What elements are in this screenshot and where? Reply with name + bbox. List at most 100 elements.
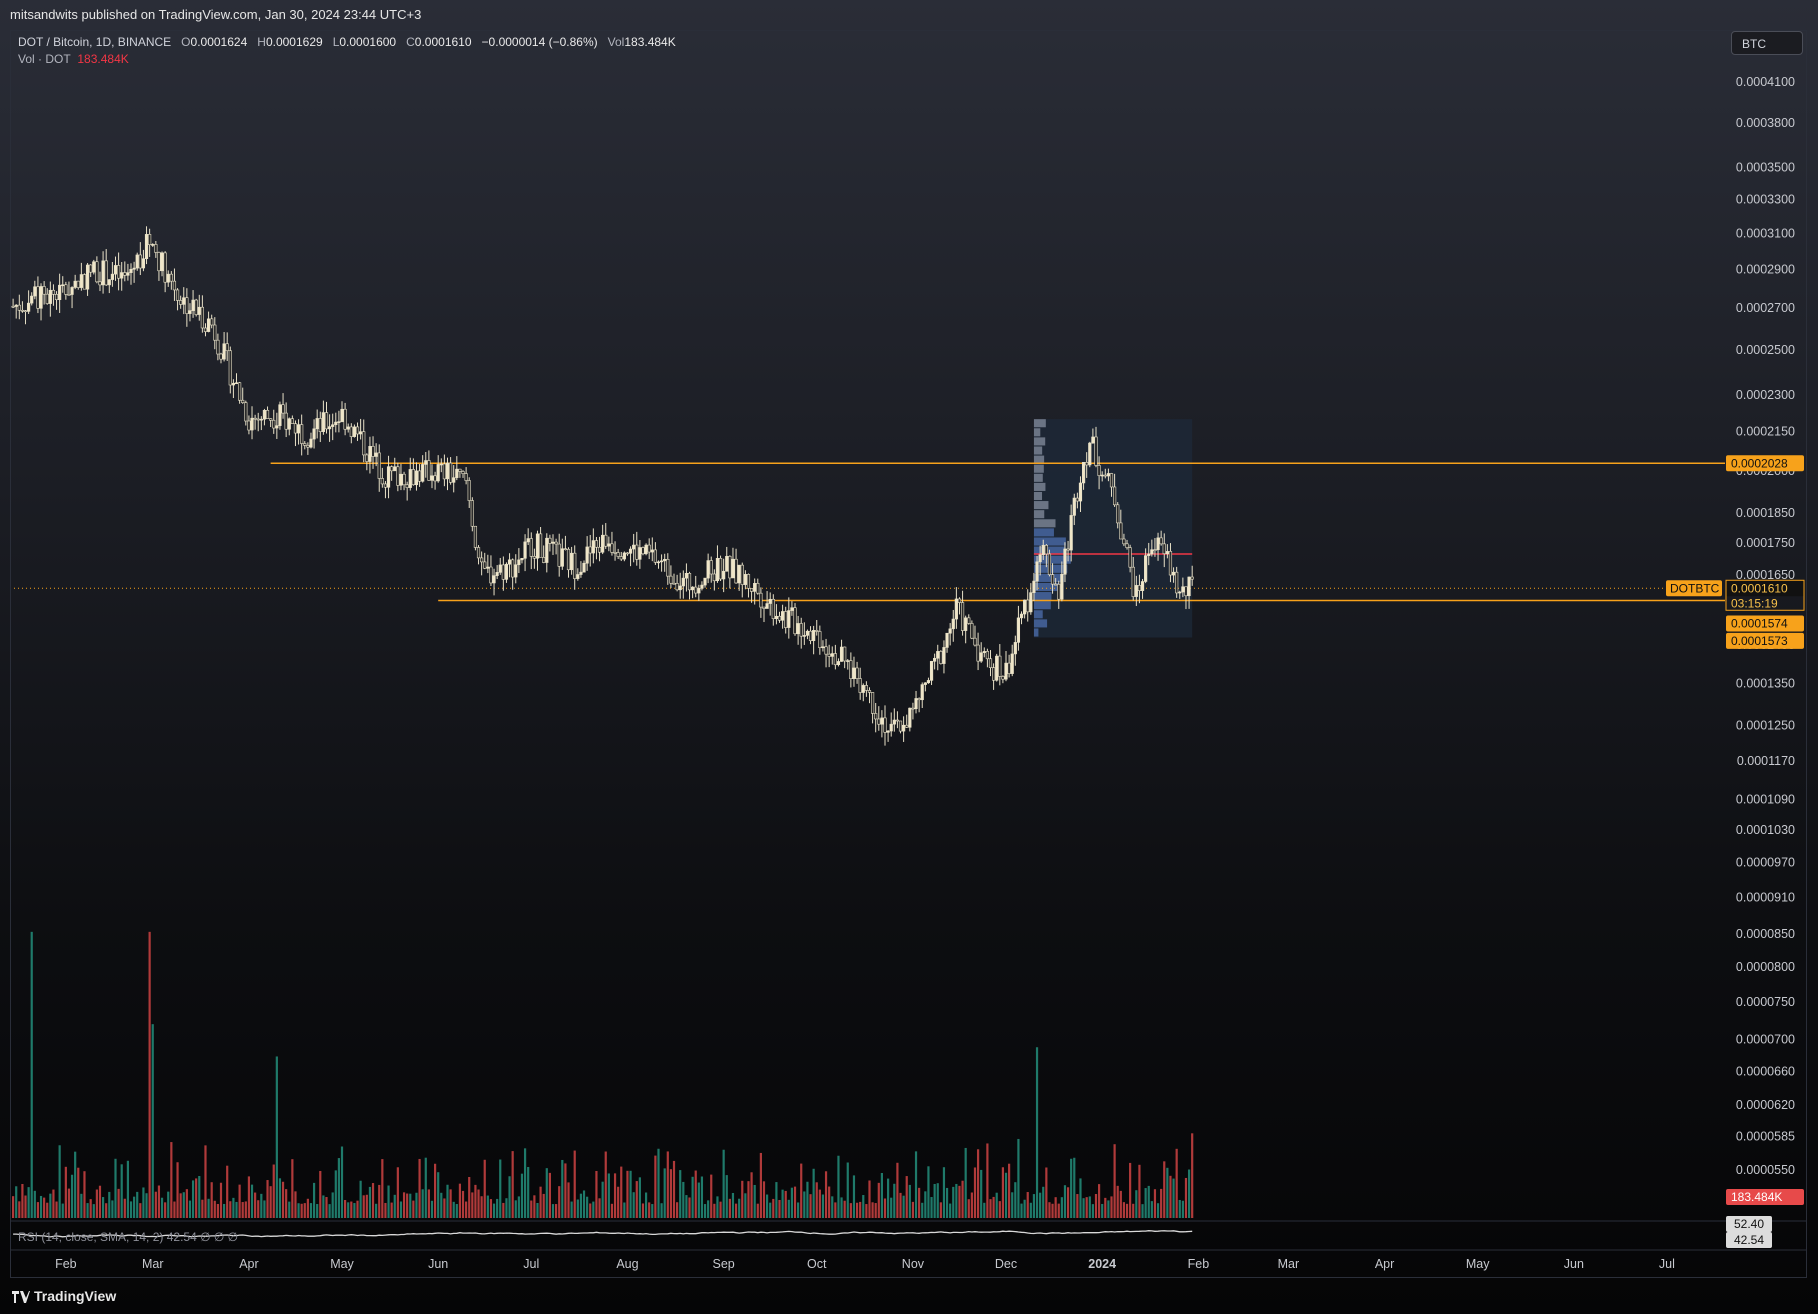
volume-label: Vol — [607, 35, 625, 49]
volume-bar — [1051, 1203, 1054, 1218]
volume-profile-bar — [1033, 419, 1046, 428]
change-value: −0.0000014 (−0.86%) — [481, 35, 598, 49]
volume-bar — [393, 1194, 396, 1218]
candle-body — [874, 713, 878, 720]
candle-body — [399, 473, 403, 486]
volume-bar — [741, 1180, 744, 1218]
volume-bar — [1181, 1200, 1184, 1218]
candle-body — [619, 556, 623, 560]
volume-legend: Vol · DOT 183.484K — [18, 52, 129, 66]
candle-body — [843, 646, 847, 662]
candle-body — [1168, 551, 1173, 576]
rsi-legend: RSI (14, close, SMA, 14, 2) 42.54 ∅ ∅ ∅ — [18, 1230, 238, 1244]
candle-body — [1125, 543, 1129, 548]
tradingview-logo[interactable]: TradingView — [12, 1288, 116, 1304]
volume-bar — [1116, 1185, 1119, 1218]
candle-body — [272, 419, 276, 429]
volume-bar — [576, 1199, 579, 1218]
volume-bar — [859, 1201, 862, 1218]
candle-body — [597, 546, 602, 553]
volume-bar — [548, 1172, 551, 1218]
rsi-label[interactable]: RSI (14, close, SMA, 14, 2) — [18, 1230, 164, 1244]
volume-profile-bar — [1033, 482, 1046, 491]
volume-bar — [663, 1168, 666, 1218]
price-tick-label: 0.0001750 — [1736, 536, 1795, 550]
symbol-title[interactable]: DOT / Bitcoin, 1D, BINANCE — [18, 35, 172, 49]
support-price-tag-1: 0.0001574 — [1726, 615, 1804, 632]
candle-body — [861, 685, 865, 693]
candle-body — [591, 540, 595, 554]
volume-bar — [1178, 1199, 1181, 1218]
support-price-tag-1-bg — [1726, 615, 1804, 632]
volume-bar — [1144, 1188, 1147, 1218]
candle-body — [1178, 591, 1182, 594]
volume-bar — [1045, 1167, 1048, 1218]
volume-bar — [976, 1149, 980, 1218]
candle-body — [855, 667, 859, 679]
volume-bar — [738, 1198, 741, 1218]
volume-bar — [644, 1192, 648, 1218]
volume-bar — [1020, 1203, 1023, 1218]
candle-body — [625, 552, 630, 555]
candle-body — [700, 584, 704, 589]
rsi-line — [13, 1230, 1193, 1238]
candle-body — [957, 598, 962, 603]
volume-bar — [496, 1198, 499, 1218]
volume-bar — [812, 1168, 815, 1218]
candle-body — [492, 575, 496, 584]
volume-bar — [744, 1193, 747, 1218]
volume-bar — [359, 1180, 362, 1218]
price-tick-label: 0.0001350 — [1736, 677, 1795, 691]
volume-bar — [89, 1199, 92, 1218]
currency-button[interactable]: BTC — [1731, 31, 1803, 55]
volume-bar — [191, 1180, 195, 1218]
volume-bar — [303, 1203, 306, 1218]
candle-body — [163, 252, 167, 283]
candle-body — [132, 267, 136, 270]
volume-bar — [1122, 1202, 1126, 1218]
candle-body — [1066, 548, 1070, 551]
candle-body — [337, 421, 341, 423]
volume-bar — [396, 1167, 399, 1218]
volume-profile-bar — [1033, 610, 1043, 619]
price-tick-label: 0.0003500 — [1736, 161, 1795, 175]
volume-bar — [837, 1155, 840, 1218]
candle-body — [985, 651, 989, 660]
volume-bar — [167, 1191, 170, 1218]
candle-body — [542, 557, 546, 563]
candle-body — [296, 424, 301, 434]
candle-body — [73, 280, 77, 288]
volume-profile-bar — [1033, 573, 1064, 582]
volume-bar — [1147, 1185, 1150, 1218]
close-value: 0.0001610 — [414, 35, 472, 49]
candle-body — [54, 294, 59, 300]
volume-bar — [278, 1178, 282, 1218]
volume-bar — [1073, 1157, 1076, 1218]
volume-bar — [638, 1177, 641, 1218]
volume-profile-box — [1033, 419, 1193, 638]
volume-bar — [139, 1203, 142, 1218]
volume-bar — [536, 1202, 539, 1218]
volume-series-value: 183.484K — [77, 52, 129, 66]
tradingview-logo-icon — [12, 1291, 30, 1304]
candle-body — [1128, 547, 1132, 568]
candle-body — [98, 281, 102, 286]
candle-body — [1063, 548, 1067, 575]
volume-bar — [1076, 1194, 1079, 1218]
volume-bar — [49, 1193, 52, 1218]
ohlc-legend: DOT / Bitcoin, 1D, BINANCE O0.0001624 H0… — [18, 35, 676, 49]
volume-bar — [1004, 1172, 1008, 1218]
candle-body — [687, 573, 692, 591]
volume-bar — [952, 1186, 955, 1218]
candle-body — [560, 548, 564, 567]
price-tick-label: 0.0000800 — [1736, 960, 1795, 974]
candle-body — [113, 265, 118, 275]
candle-body — [281, 404, 285, 414]
volume-series-label[interactable]: Vol · DOT — [18, 52, 71, 66]
candle-body — [42, 286, 46, 295]
volume-bar — [623, 1202, 626, 1218]
support-price-tag-2-bg — [1726, 632, 1804, 649]
candle-body — [315, 418, 319, 430]
candle-body — [343, 408, 347, 430]
